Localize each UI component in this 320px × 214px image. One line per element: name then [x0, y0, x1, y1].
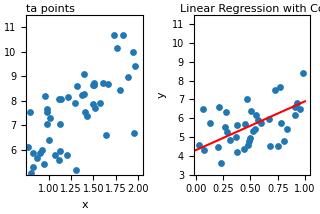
- Point: [285, 128, 290, 131]
- Point: [130, 9, 135, 13]
- Point: [44, 122, 50, 126]
- Point: [295, 101, 300, 105]
- Point: [292, 113, 298, 116]
- Point: [223, 126, 228, 129]
- Point: [114, 46, 119, 50]
- Point: [201, 148, 206, 151]
- Point: [41, 184, 46, 188]
- Point: [196, 143, 201, 146]
- Point: [91, 102, 96, 106]
- Point: [79, 94, 84, 97]
- Point: [132, 65, 138, 68]
- Point: [272, 88, 277, 92]
- Point: [245, 143, 251, 146]
- Point: [43, 94, 48, 97]
- Point: [235, 123, 240, 127]
- Point: [252, 128, 257, 131]
- Point: [132, 131, 137, 134]
- Point: [241, 147, 246, 151]
- Point: [251, 129, 256, 132]
- Point: [201, 107, 206, 111]
- Title: Linear Regression with Co: Linear Regression with Co: [180, 4, 320, 14]
- Point: [234, 150, 239, 154]
- Point: [72, 101, 77, 105]
- Point: [248, 137, 253, 140]
- Point: [65, 153, 70, 157]
- Point: [259, 121, 264, 125]
- Point: [121, 33, 126, 37]
- Point: [83, 110, 88, 114]
- Point: [253, 113, 258, 117]
- Point: [92, 82, 97, 85]
- Point: [217, 106, 222, 109]
- Text: ta points: ta points: [26, 4, 75, 14]
- Point: [275, 144, 280, 147]
- Point: [35, 156, 40, 159]
- Point: [39, 148, 44, 152]
- Point: [247, 140, 252, 143]
- Point: [91, 83, 96, 86]
- Point: [44, 110, 49, 114]
- Point: [292, 106, 298, 109]
- Point: [117, 88, 122, 91]
- Point: [85, 114, 90, 118]
- Point: [75, 85, 80, 88]
- Point: [300, 71, 305, 74]
- Point: [244, 97, 250, 100]
- Point: [202, 180, 207, 183]
- Point: [268, 144, 273, 148]
- Point: [46, 138, 51, 142]
- Point: [81, 73, 86, 76]
- Point: [208, 122, 213, 125]
- Point: [92, 106, 97, 109]
- Point: [52, 153, 58, 157]
- Point: [281, 140, 286, 143]
- Point: [47, 117, 52, 120]
- Point: [248, 110, 253, 113]
- Point: [100, 81, 106, 85]
- Point: [73, 169, 78, 172]
- Point: [41, 162, 46, 165]
- Point: [277, 86, 282, 89]
- Point: [44, 108, 49, 111]
- Point: [243, 122, 248, 126]
- X-axis label: x: x: [81, 200, 88, 210]
- Point: [58, 122, 63, 126]
- Point: [29, 171, 34, 175]
- Point: [225, 130, 230, 133]
- Point: [216, 145, 221, 148]
- Point: [106, 82, 111, 86]
- Point: [256, 119, 261, 122]
- Point: [233, 136, 238, 139]
- Point: [59, 97, 64, 100]
- Point: [130, 50, 135, 54]
- Y-axis label: y: y: [156, 91, 166, 98]
- Point: [90, 83, 95, 87]
- Point: [126, 75, 131, 79]
- Point: [66, 95, 71, 99]
- Point: [28, 110, 33, 114]
- Point: [56, 159, 61, 162]
- Point: [103, 133, 108, 137]
- Point: [56, 97, 61, 101]
- Point: [219, 161, 224, 165]
- Point: [278, 122, 284, 125]
- Point: [26, 146, 31, 149]
- Point: [228, 138, 233, 141]
- Point: [112, 33, 117, 37]
- Point: [223, 111, 228, 114]
- Point: [58, 150, 63, 153]
- Point: [82, 92, 87, 95]
- Point: [98, 101, 103, 104]
- Point: [30, 165, 35, 168]
- Point: [31, 152, 36, 155]
- Point: [37, 151, 42, 154]
- Point: [297, 107, 302, 111]
- Point: [266, 117, 271, 121]
